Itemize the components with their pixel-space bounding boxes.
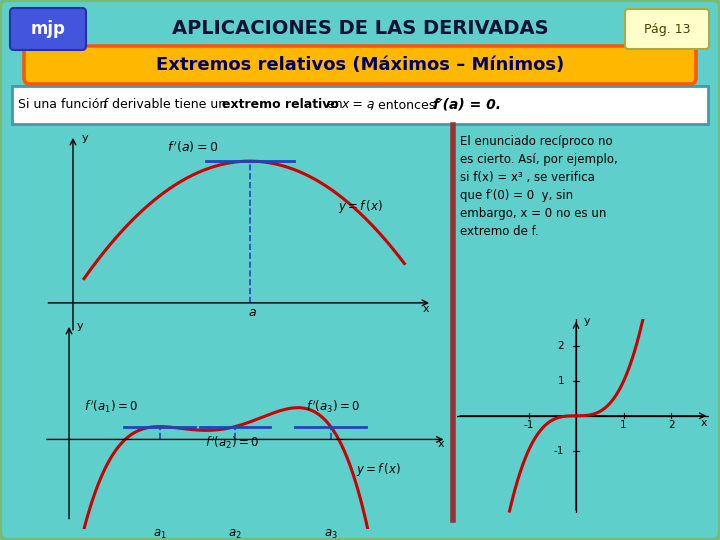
Text: -1: -1 — [554, 446, 564, 456]
Text: 2: 2 — [668, 420, 675, 430]
Text: $f\,'(a_1)=0$: $f\,'(a_1)=0$ — [84, 399, 138, 415]
Text: f: f — [102, 98, 107, 111]
Text: $y = f\,(x)$: $y = f\,(x)$ — [338, 198, 383, 214]
Text: si f(x) = x³ , se verifica: si f(x) = x³ , se verifica — [460, 171, 595, 184]
Text: f′(a) = 0.: f′(a) = 0. — [433, 98, 501, 112]
Text: es cierto. Así, por ejemplo,: es cierto. Así, por ejemplo, — [460, 153, 618, 166]
Text: x: x — [438, 439, 445, 449]
Text: 1: 1 — [557, 376, 564, 386]
FancyBboxPatch shape — [12, 86, 708, 124]
Text: $a_2$: $a_2$ — [228, 528, 242, 540]
Text: extremo relativo: extremo relativo — [222, 98, 339, 111]
Text: que f′(0) = 0  y, sin: que f′(0) = 0 y, sin — [460, 189, 573, 202]
Text: APLICACIONES DE LAS DERIVADAS: APLICACIONES DE LAS DERIVADAS — [171, 19, 549, 38]
Text: $a_3$: $a_3$ — [324, 528, 338, 540]
Text: x: x — [423, 304, 430, 314]
Text: -1: -1 — [523, 420, 534, 430]
Text: x: x — [701, 418, 708, 428]
Text: $y = f\,(x)$: $y = f\,(x)$ — [356, 461, 401, 477]
Text: derivable tiene un: derivable tiene un — [108, 98, 230, 111]
Text: 1: 1 — [621, 420, 627, 430]
Text: en: en — [323, 98, 346, 111]
Text: $f\,'(a_3)=0$: $f\,'(a_3)=0$ — [305, 399, 359, 415]
Text: Si una función: Si una función — [18, 98, 112, 111]
Text: $a_1$: $a_1$ — [153, 528, 166, 540]
FancyBboxPatch shape — [625, 9, 709, 49]
FancyBboxPatch shape — [10, 8, 710, 50]
Text: mjp: mjp — [30, 20, 66, 38]
Text: , entonces: , entonces — [370, 98, 439, 111]
Text: extremo de f.: extremo de f. — [460, 225, 539, 238]
FancyBboxPatch shape — [24, 46, 696, 84]
Text: embargo, x = 0 no es un: embargo, x = 0 no es un — [460, 207, 606, 220]
FancyBboxPatch shape — [10, 8, 86, 50]
Text: Extremos relativos (Máximos – Mínimos): Extremos relativos (Máximos – Mínimos) — [156, 56, 564, 74]
Text: y: y — [583, 316, 590, 326]
Text: x = a: x = a — [341, 98, 374, 111]
Text: Pág. 13: Pág. 13 — [644, 23, 690, 36]
Text: y: y — [76, 321, 84, 331]
Text: a: a — [248, 306, 256, 319]
Text: 2: 2 — [557, 341, 564, 352]
Text: El enunciado recíproco no: El enunciado recíproco no — [460, 135, 613, 148]
Text: $f\,'(a_2)=0$: $f\,'(a_2)=0$ — [205, 435, 258, 451]
Text: y: y — [81, 133, 88, 143]
Text: $f\,'(a)=0$: $f\,'(a)=0$ — [167, 139, 218, 155]
